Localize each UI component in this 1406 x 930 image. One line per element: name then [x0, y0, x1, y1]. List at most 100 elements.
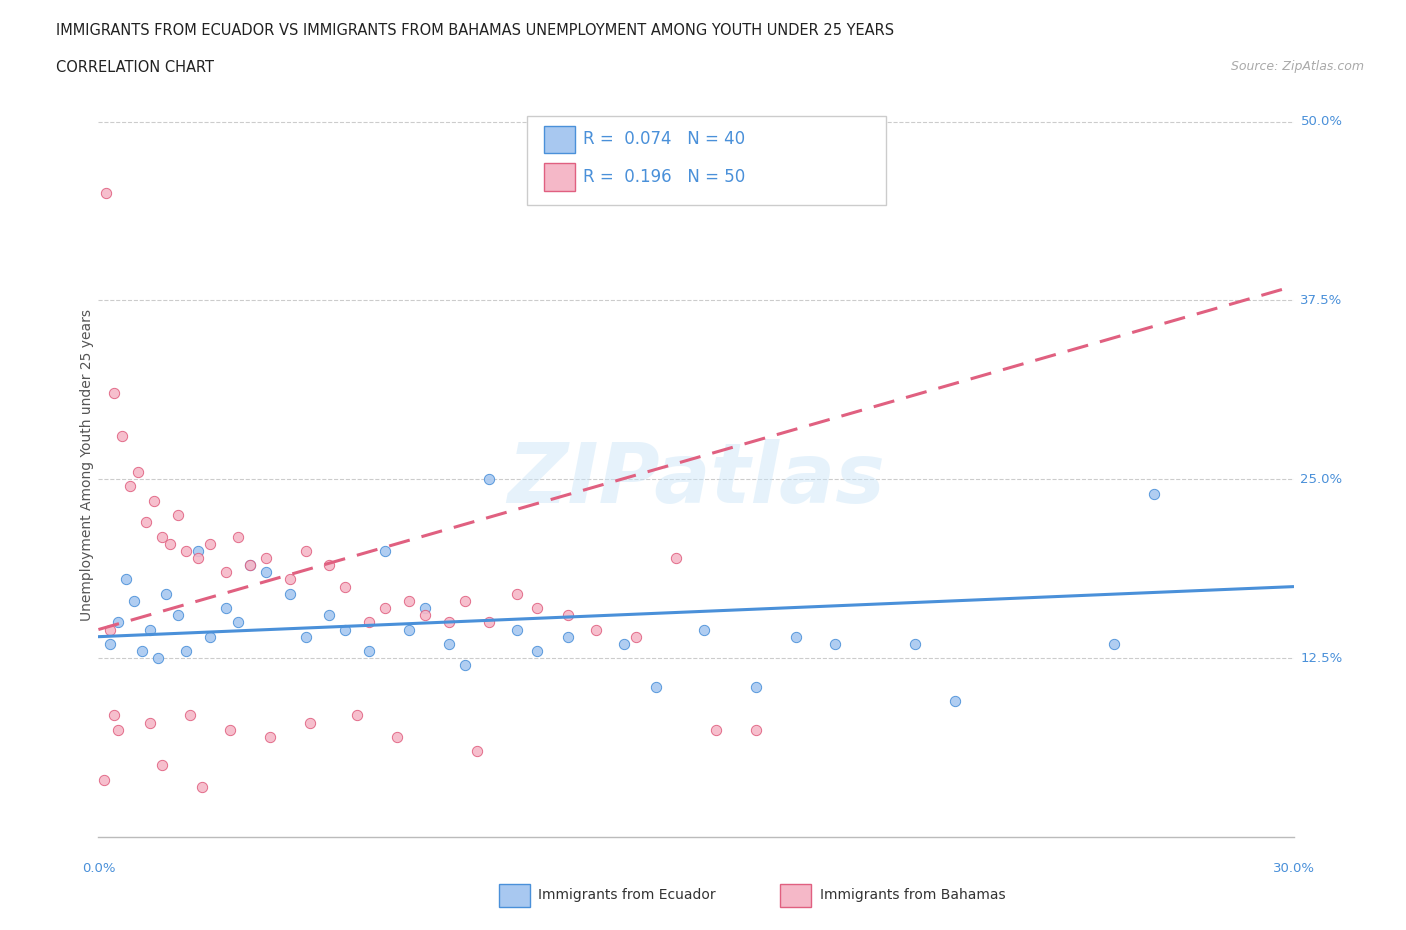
Point	[124, 593, 146, 608]
Point	[167, 508, 190, 523]
Point	[148, 651, 170, 666]
Text: Immigrants from Ecuador: Immigrants from Ecuador	[538, 887, 716, 902]
Point	[465, 744, 488, 759]
Point	[613, 636, 636, 651]
Point	[187, 551, 209, 565]
Point	[478, 472, 501, 486]
Point	[174, 543, 197, 558]
Point	[335, 579, 357, 594]
Point	[219, 723, 242, 737]
Text: R =  0.196   N = 50: R = 0.196 N = 50	[583, 167, 745, 186]
Y-axis label: Unemployment Among Youth under 25 years: Unemployment Among Youth under 25 years	[80, 309, 94, 621]
Point	[526, 601, 548, 616]
Point	[226, 529, 249, 544]
Point	[785, 630, 807, 644]
Point	[143, 493, 166, 508]
Point	[294, 543, 316, 558]
Point	[398, 622, 420, 637]
Point	[398, 593, 420, 608]
Point	[159, 537, 181, 551]
Point	[103, 708, 125, 723]
Point	[704, 723, 727, 737]
Point	[645, 679, 668, 694]
Point	[624, 630, 647, 644]
Point	[187, 543, 209, 558]
Point	[745, 679, 768, 694]
Point	[155, 586, 177, 601]
Text: R =  0.074   N = 40: R = 0.074 N = 40	[583, 130, 745, 149]
Point	[413, 601, 436, 616]
Point	[318, 608, 340, 623]
Point	[585, 622, 607, 637]
Point	[103, 386, 125, 401]
Point	[506, 586, 529, 601]
Point	[1143, 486, 1166, 501]
Point	[93, 772, 115, 787]
Text: CORRELATION CHART: CORRELATION CHART	[56, 60, 214, 75]
Point	[1104, 636, 1126, 651]
Point	[437, 615, 460, 630]
Text: Source: ZipAtlas.com: Source: ZipAtlas.com	[1230, 60, 1364, 73]
Point	[191, 779, 214, 794]
Text: 12.5%: 12.5%	[1301, 652, 1343, 665]
Point	[904, 636, 927, 651]
Point	[198, 537, 221, 551]
Point	[115, 572, 138, 587]
Point	[107, 723, 129, 737]
Point	[254, 565, 277, 579]
Point	[506, 622, 529, 637]
Text: 30.0%: 30.0%	[1272, 862, 1315, 875]
Point	[120, 479, 142, 494]
Point	[665, 551, 688, 565]
Text: Immigrants from Bahamas: Immigrants from Bahamas	[820, 887, 1005, 902]
Point	[745, 723, 768, 737]
Point	[557, 608, 579, 623]
Point	[824, 636, 846, 651]
Point	[437, 636, 460, 651]
Point	[111, 429, 134, 444]
Point	[298, 715, 321, 730]
Point	[454, 658, 477, 672]
Point	[693, 622, 716, 637]
Point	[335, 622, 357, 637]
Point	[259, 729, 281, 744]
Text: ZIPatlas: ZIPatlas	[508, 439, 884, 521]
Point	[198, 630, 221, 644]
Point	[239, 558, 262, 573]
Text: 0.0%: 0.0%	[82, 862, 115, 875]
Text: IMMIGRANTS FROM ECUADOR VS IMMIGRANTS FROM BAHAMAS UNEMPLOYMENT AMONG YOUTH UNDE: IMMIGRANTS FROM ECUADOR VS IMMIGRANTS FR…	[56, 23, 894, 38]
Point	[239, 558, 262, 573]
Point	[215, 601, 238, 616]
Text: 37.5%: 37.5%	[1301, 294, 1343, 307]
Point	[254, 551, 277, 565]
Point	[179, 708, 201, 723]
Point	[131, 644, 153, 658]
Point	[215, 565, 238, 579]
Point	[150, 758, 173, 773]
Point	[98, 622, 122, 637]
Point	[226, 615, 249, 630]
Point	[135, 515, 157, 530]
Point	[359, 644, 381, 658]
Point	[413, 608, 436, 623]
Text: 25.0%: 25.0%	[1301, 472, 1343, 485]
Point	[385, 729, 409, 744]
Point	[278, 586, 301, 601]
Point	[139, 622, 162, 637]
Point	[318, 558, 340, 573]
Point	[526, 644, 548, 658]
Point	[98, 636, 122, 651]
Point	[174, 644, 197, 658]
Point	[150, 529, 173, 544]
Point	[96, 186, 118, 201]
Point	[374, 543, 396, 558]
Point	[374, 601, 396, 616]
Point	[557, 630, 579, 644]
Point	[359, 615, 381, 630]
Point	[943, 694, 966, 709]
Point	[346, 708, 368, 723]
Text: 50.0%: 50.0%	[1301, 115, 1343, 128]
Point	[167, 608, 190, 623]
Point	[454, 593, 477, 608]
Point	[139, 715, 162, 730]
